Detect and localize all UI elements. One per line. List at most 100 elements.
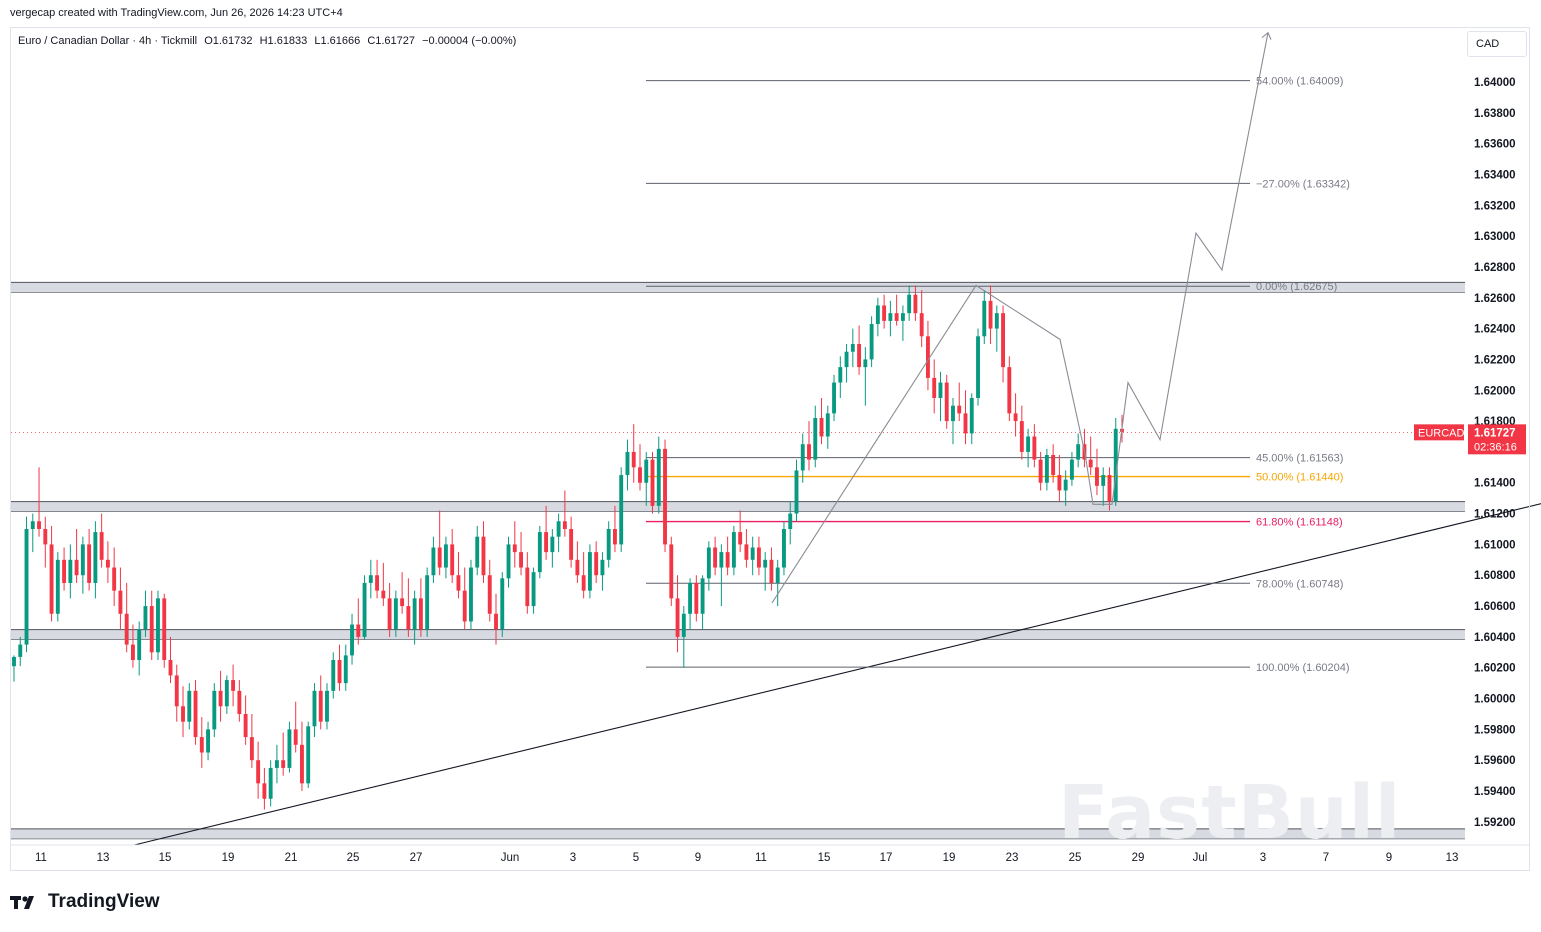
- candle: [769, 547, 774, 591]
- candle: [262, 767, 267, 810]
- candle: [487, 559, 492, 622]
- candle: [575, 541, 580, 583]
- candle-body: [168, 660, 173, 676]
- candle-body: [375, 575, 380, 591]
- candle-body: [224, 680, 229, 707]
- candle-body: [619, 475, 624, 545]
- candle-body: [756, 547, 761, 568]
- candle: [1076, 433, 1081, 468]
- candle: [562, 490, 567, 537]
- candle-body: [900, 313, 905, 321]
- candle: [825, 405, 830, 449]
- candle: [249, 713, 254, 768]
- legend-open: O1.61732: [204, 35, 253, 47]
- fib-label-5: 61.80% (1.61148): [1256, 517, 1343, 529]
- candle-body: [1038, 459, 1043, 483]
- candle: [544, 505, 549, 560]
- candle-body: [819, 418, 824, 437]
- candle-body: [938, 382, 943, 398]
- candle-body: [932, 377, 937, 398]
- candle: [569, 516, 574, 568]
- candle-body: [1088, 459, 1093, 468]
- candle-body: [293, 729, 298, 745]
- candle: [43, 516, 48, 568]
- candle: [443, 536, 448, 579]
- candle: [306, 721, 311, 788]
- candle-body: [62, 559, 67, 583]
- candle: [87, 528, 92, 591]
- price-tick-22: 1.59400: [1474, 786, 1516, 798]
- candle: [650, 451, 655, 514]
- candle: [688, 578, 693, 630]
- candle-body: [143, 606, 148, 630]
- candle-body: [1001, 313, 1006, 368]
- candle: [744, 528, 749, 568]
- price-tick-14: 1.61000: [1474, 539, 1516, 551]
- candle-body: [243, 713, 248, 738]
- candle-body: [587, 552, 592, 591]
- candle-body: [1101, 475, 1106, 486]
- candle: [362, 575, 367, 640]
- candle: [850, 328, 855, 368]
- candle-body: [544, 532, 549, 553]
- candle-body: [268, 767, 273, 799]
- candle-body: [193, 690, 198, 738]
- candle-body: [487, 575, 492, 614]
- price-tick-6: 1.62800: [1474, 262, 1516, 274]
- candle: [80, 536, 85, 594]
- candle-body: [844, 351, 849, 368]
- candle: [1019, 405, 1024, 460]
- price-tick-21: 1.59600: [1474, 755, 1516, 767]
- time-tick-11: 11: [755, 852, 767, 864]
- candle: [857, 325, 862, 375]
- price-tick-2: 1.63600: [1474, 139, 1516, 151]
- candle: [187, 683, 192, 730]
- candle: [218, 670, 223, 722]
- candle: [1101, 467, 1106, 506]
- candle: [606, 521, 611, 568]
- candle-body: [1044, 454, 1049, 483]
- candle-body: [462, 590, 467, 622]
- candle: [631, 424, 636, 483]
- time-tick-13: 17: [880, 852, 893, 864]
- candle: [619, 467, 624, 553]
- candle: [1095, 448, 1099, 496]
- price-tick-5: 1.63000: [1474, 231, 1516, 243]
- candle: [368, 559, 373, 599]
- candle: [944, 374, 949, 429]
- time-tick-0: 11: [35, 852, 47, 864]
- candle: [963, 390, 968, 445]
- candle: [550, 528, 555, 568]
- time-tick-4: 21: [285, 852, 298, 864]
- candle-body: [99, 532, 104, 560]
- candle: [519, 532, 523, 576]
- candle: [663, 439, 667, 553]
- legend-title: Euro / Canadian Dollar · 4h · Tickmill: [18, 35, 198, 47]
- candle: [644, 451, 649, 506]
- time-tick-3: 19: [222, 852, 235, 864]
- candle-body: [68, 559, 73, 583]
- candle-body: [368, 575, 373, 583]
- candle-body: [325, 690, 329, 722]
- price-tick-18: 1.60200: [1474, 663, 1516, 675]
- candle-body: [775, 567, 780, 583]
- candle-body: [631, 451, 636, 468]
- candle-body: [130, 644, 135, 661]
- candle: [74, 528, 79, 583]
- candle-body: [406, 606, 411, 630]
- candle: [675, 575, 680, 653]
- fib-levels: 54.00% (1.64009) −27.00% (1.63342) 0.00% (…: [646, 76, 1350, 674]
- candle-body: [969, 397, 974, 434]
- candle-body: [731, 532, 736, 568]
- candle-body: [713, 547, 718, 568]
- fib-label-7: 100.00% (1.60204): [1256, 662, 1350, 674]
- candle-body: [237, 690, 242, 714]
- candle-body: [356, 624, 361, 637]
- candle: [500, 572, 505, 637]
- candle: [162, 593, 167, 668]
- candle-body: [312, 690, 317, 727]
- currency-selector[interactable]: CAD: [1467, 31, 1527, 57]
- candle-body: [187, 690, 192, 722]
- candle: [174, 664, 179, 722]
